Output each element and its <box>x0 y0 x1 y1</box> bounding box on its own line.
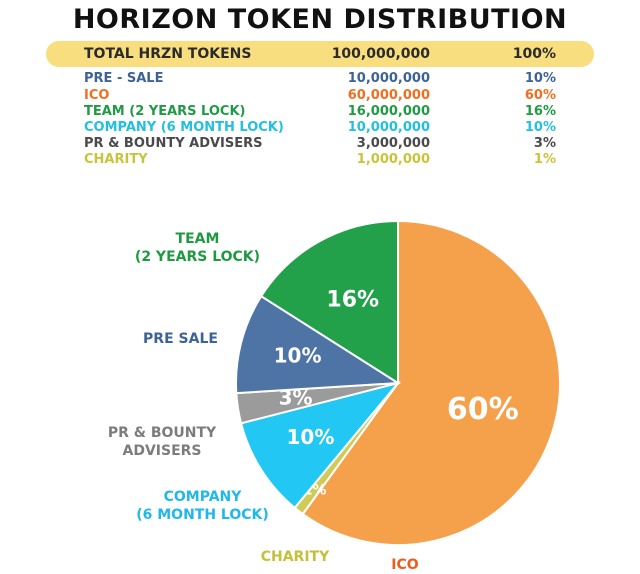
row-label: PR & BOUNTY ADVISERS <box>84 136 263 151</box>
table-row: TEAM (2 YEARS LOCK) 16,000,000 16% <box>0 104 640 120</box>
table-row: CHARITY 1,000,000 1% <box>0 152 640 168</box>
row-amount: 10,000,000 <box>347 120 430 135</box>
chart-title: HORIZON TOKEN DISTRIBUTION <box>72 4 568 35</box>
slice-category-label: CHARITY <box>260 549 330 565</box>
slice-category-label: TEAM (2 YEARS LOCK) <box>134 231 261 265</box>
row-percent: 60% <box>524 88 556 103</box>
slice-category-label: COMPANY (6 MONTH LOCK) <box>136 489 269 523</box>
table-row: PRE - SALE 10,000,000 10% <box>0 71 640 87</box>
total-label: TOTAL HRZN TOKENS <box>84 46 252 62</box>
row-amount: 3,000,000 <box>356 136 430 151</box>
row-label: ICO <box>84 88 110 103</box>
row-percent: 1% <box>533 152 556 167</box>
row-amount: 1,000,000 <box>356 152 430 167</box>
row-label: PRE - SALE <box>84 71 164 86</box>
slice-category-label: ICO <box>391 557 419 573</box>
table-row: ICO 60,000,000 60% <box>0 88 640 104</box>
row-amount: 10,000,000 <box>347 71 430 86</box>
slice-percent-label: 10% <box>274 344 322 368</box>
row-percent: 3% <box>533 136 556 151</box>
slice-category-label: PRE SALE <box>143 331 218 347</box>
row-label: CHARITY <box>84 152 148 167</box>
total-row: TOTAL HRZN TOKENS 100,000,000 100% <box>0 46 640 62</box>
row-amount: 60,000,000 <box>347 88 430 103</box>
slice-percent-label: 60% <box>447 392 519 427</box>
row-percent: 16% <box>524 104 556 119</box>
row-label: COMPANY (6 MONTH LOCK) <box>84 120 284 135</box>
row-amount: 16,000,000 <box>347 104 430 119</box>
total-percent: 100% <box>512 46 556 62</box>
total-amount: 100,000,000 <box>331 46 430 62</box>
total-highlight-bar <box>46 41 594 67</box>
table-row: PR & BOUNTY ADVISERS 3,000,000 3% <box>0 136 640 152</box>
pie-slice <box>259 219 399 385</box>
row-percent: 10% <box>524 120 556 135</box>
pie-slice <box>301 219 561 546</box>
row-label: TEAM (2 YEARS LOCK) <box>84 104 246 119</box>
table-row: COMPANY (6 MONTH LOCK) 10,000,000 10% <box>0 120 640 136</box>
slice-percent-label: 16% <box>326 288 379 313</box>
pie-slice <box>235 294 402 395</box>
slice-percent-label: 10% <box>287 425 335 449</box>
slice-category-label: PR & BOUNTY ADVISERS <box>107 425 217 459</box>
row-percent: 10% <box>524 71 556 86</box>
